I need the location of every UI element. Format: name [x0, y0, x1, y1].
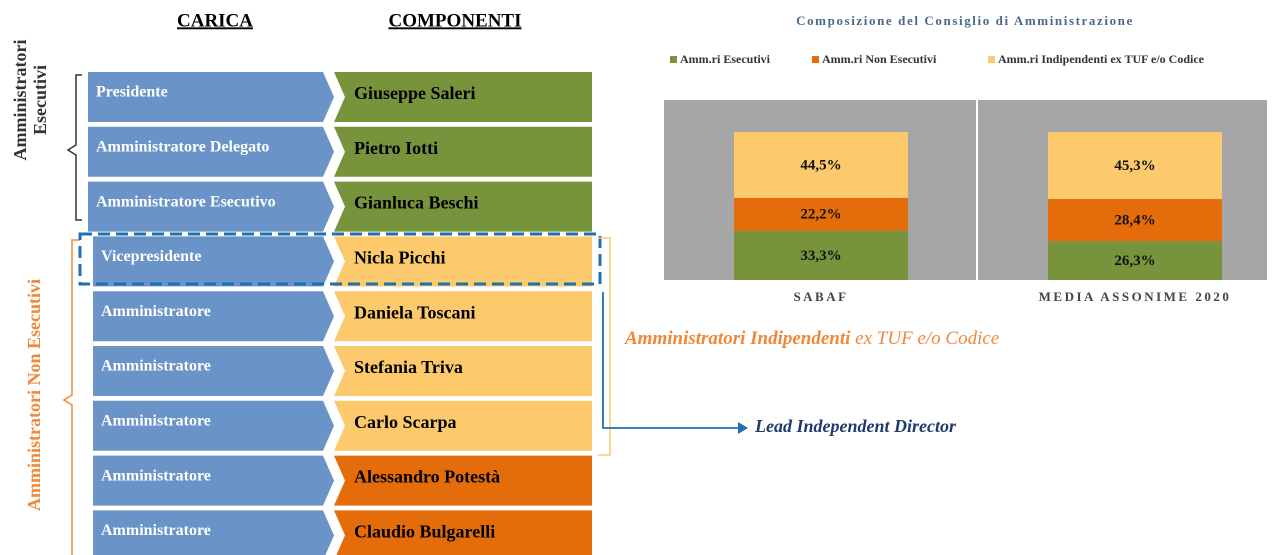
value-label: 45,3%: [1114, 158, 1155, 174]
bar-segment: [734, 230, 908, 280]
role-text: Amministratore Esecutivo: [96, 193, 276, 210]
name-cell: [334, 72, 592, 122]
legend-swatch: [812, 56, 819, 63]
role-text: Amministratore: [101, 522, 211, 539]
legend-label: Amm.ri Esecutivi: [680, 52, 771, 66]
bar-segment: [1048, 132, 1222, 200]
vice-highlight: [78, 232, 602, 286]
role-text: Vicepresidente: [101, 248, 201, 265]
name-text: Daniela Toscani: [354, 302, 476, 322]
legend-swatch: [670, 56, 677, 63]
name-text: Pietro Iotti: [354, 138, 438, 158]
lead-label: Lead Independent Director: [754, 416, 957, 436]
name-cell: [334, 291, 592, 342]
value-label: 33,3%: [800, 248, 841, 264]
independent-label: Amministratori Indipendenti ex TUF e/o C…: [624, 328, 999, 349]
value-label: 22,2%: [800, 207, 841, 223]
exec-brace: [66, 74, 82, 221]
name-text: Stefania Triva: [354, 357, 463, 377]
bar-segment: [1048, 199, 1222, 242]
role-text: Amministratore: [101, 467, 211, 484]
nonexec-brace: [62, 239, 80, 555]
value-label: 28,4%: [1114, 212, 1155, 228]
bar-segment: [734, 132, 908, 198]
independent-label-bold: Amministratori Indipendenti: [624, 328, 851, 349]
role-text: Amministratore: [101, 412, 211, 429]
exec-group-label: Amministratori Esecutivi: [10, 40, 50, 161]
role-cell: [88, 72, 334, 122]
lead-connector: [602, 292, 740, 429]
role-text: Amministratore: [101, 358, 211, 375]
name-cell: [334, 236, 592, 287]
name-text: Giuseppe Saleri: [354, 83, 476, 103]
legend: Amm.ri Esecutivi Amm.ri Non Esecutivi Amm.…: [670, 52, 1205, 66]
value-label: 44,5%: [800, 157, 841, 173]
role-cell: [93, 291, 334, 342]
role-text: Presidente: [96, 84, 168, 101]
exec-label-line: Esecutivi: [30, 65, 50, 135]
name-text: Claudio Bulgarelli: [354, 522, 495, 542]
role-cell: [88, 126, 334, 177]
legend-label: Amm.ri Non Esecutivi: [822, 52, 937, 66]
lead-arrowhead: [738, 422, 748, 434]
category-label: SABAF: [793, 289, 848, 304]
independent-label-rest: ex TUF e/o Codice: [855, 328, 999, 349]
legend-label: Amm.ri Indipendenti ex TUF e/o Codice: [998, 52, 1205, 66]
role-text: Amministratore: [101, 303, 211, 320]
role-cell: [93, 510, 334, 555]
role-text: Amministratore Delegato: [96, 138, 269, 155]
nonexec-group-label: Amministratori Non Esecutivi: [24, 279, 44, 511]
name-text: Alessandro Potestà: [354, 467, 500, 487]
bar-segment: [1048, 241, 1222, 280]
header-role: CARICA: [177, 10, 253, 31]
name-text: Gianluca Beschi: [354, 193, 479, 213]
role-cell: [93, 236, 334, 287]
header-name: COMPONENTI: [389, 10, 522, 31]
name-text: Nicla Picchi: [354, 248, 445, 268]
name-cell: [334, 181, 592, 232]
category-label: MEDIA ASSONIME 2020: [1039, 289, 1232, 304]
chart-title: Composizione del Consiglio di Amministra…: [796, 13, 1134, 28]
legend-swatch: [988, 56, 995, 63]
rows: Presidente Giuseppe Saleri Amministratore …: [88, 72, 592, 555]
independent-bracket: [598, 237, 611, 456]
bar-segment: [734, 197, 908, 231]
role-cell: [93, 455, 334, 506]
name-cell: [334, 346, 592, 396]
name-cell: [334, 455, 592, 506]
role-cell: [88, 181, 334, 232]
role-cell: [93, 400, 334, 451]
name-text: Carlo Scarpa: [354, 412, 457, 432]
name-cell: [334, 400, 592, 451]
role-cell: [93, 346, 334, 396]
name-cell: [334, 510, 592, 555]
chart: 33,3% 22,2% 44,5% SABAF 26,3% 28,4% 45,3% MEDIA…: [734, 132, 1232, 304]
name-cell: [334, 126, 592, 177]
exec-label-line: Amministratori: [10, 40, 30, 161]
value-label: 26,3%: [1114, 253, 1155, 269]
